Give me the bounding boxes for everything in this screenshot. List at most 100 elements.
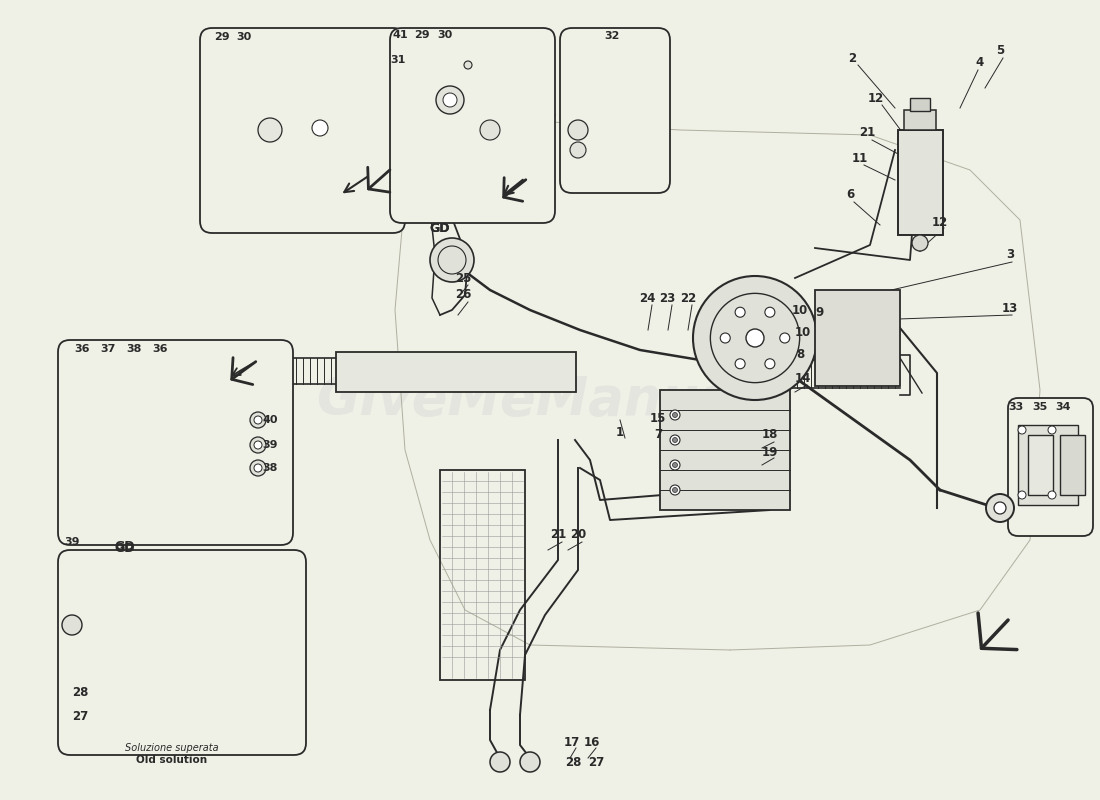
FancyBboxPatch shape [200, 28, 405, 233]
Text: 26: 26 [454, 289, 471, 302]
Circle shape [994, 502, 1006, 514]
Text: 41: 41 [393, 30, 408, 40]
Bar [904, 110, 936, 130]
Text: 40: 40 [262, 415, 277, 425]
Text: 27: 27 [72, 710, 88, 722]
Circle shape [735, 358, 745, 369]
FancyBboxPatch shape [560, 28, 670, 193]
Text: 7: 7 [653, 429, 662, 442]
Text: 25: 25 [454, 271, 471, 285]
Circle shape [670, 485, 680, 495]
Circle shape [1018, 426, 1026, 434]
Text: 17: 17 [564, 735, 580, 749]
Text: 31: 31 [390, 55, 406, 65]
Text: 14: 14 [795, 371, 811, 385]
Text: 10: 10 [795, 326, 811, 339]
Circle shape [480, 120, 501, 140]
Bar [440, 470, 525, 680]
Text: 16: 16 [584, 735, 601, 749]
Text: 20: 20 [570, 529, 586, 542]
Circle shape [693, 276, 817, 400]
Circle shape [780, 333, 790, 343]
Circle shape [986, 494, 1014, 522]
Text: Soluzione superata: Soluzione superata [125, 743, 219, 753]
Text: 2: 2 [848, 51, 856, 65]
Circle shape [912, 235, 928, 251]
Circle shape [250, 412, 266, 428]
Circle shape [254, 416, 262, 424]
Circle shape [490, 752, 510, 772]
Text: 11: 11 [851, 151, 868, 165]
Text: 32: 32 [604, 31, 619, 41]
Circle shape [258, 118, 282, 142]
Text: 38: 38 [126, 344, 142, 354]
Text: 36: 36 [75, 344, 90, 354]
Text: Old solution: Old solution [136, 755, 208, 765]
Circle shape [670, 435, 680, 445]
Text: 21: 21 [859, 126, 876, 138]
Text: 28: 28 [564, 755, 581, 769]
Text: 35: 35 [1033, 402, 1047, 412]
Bar [910, 98, 930, 111]
Circle shape [520, 752, 540, 772]
Text: 1: 1 [616, 426, 624, 438]
Text: 10: 10 [792, 303, 808, 317]
Text: 29: 29 [415, 30, 430, 40]
FancyBboxPatch shape [58, 340, 293, 545]
Text: 23: 23 [659, 291, 675, 305]
Bar [898, 130, 943, 235]
Circle shape [672, 462, 678, 467]
Circle shape [1048, 491, 1056, 499]
Circle shape [443, 93, 456, 107]
Circle shape [430, 238, 474, 282]
Circle shape [62, 615, 82, 635]
Circle shape [735, 307, 745, 318]
Bar [660, 390, 790, 510]
Circle shape [464, 61, 472, 69]
Bar [1018, 425, 1078, 505]
Circle shape [250, 460, 266, 476]
Text: 24: 24 [639, 291, 656, 305]
Text: 15: 15 [650, 411, 667, 425]
Text: 4: 4 [976, 55, 984, 69]
Circle shape [720, 333, 730, 343]
Text: 18: 18 [762, 429, 778, 442]
Text: 6: 6 [846, 189, 854, 202]
Circle shape [764, 307, 774, 318]
FancyBboxPatch shape [390, 28, 556, 223]
Circle shape [254, 464, 262, 472]
Text: 37: 37 [100, 344, 116, 354]
Text: GD: GD [114, 542, 135, 554]
FancyBboxPatch shape [58, 550, 306, 755]
Text: 12: 12 [868, 91, 884, 105]
Circle shape [250, 437, 266, 453]
Circle shape [672, 487, 678, 493]
Text: 39: 39 [64, 537, 79, 547]
Bar [336, 352, 576, 392]
Text: 21: 21 [550, 529, 566, 542]
Circle shape [570, 142, 586, 158]
Text: 22: 22 [680, 291, 696, 305]
Text: 28: 28 [72, 686, 88, 699]
Text: 38: 38 [262, 463, 277, 473]
Text: 3: 3 [1005, 249, 1014, 262]
Circle shape [312, 120, 328, 136]
Text: GD: GD [430, 222, 450, 234]
Text: GD: GD [430, 222, 450, 234]
Text: GiveMeManuals: GiveMeManuals [316, 374, 784, 426]
Bar [1028, 435, 1053, 495]
Circle shape [672, 438, 678, 442]
Bar [1060, 435, 1085, 495]
Circle shape [1048, 426, 1056, 434]
Circle shape [568, 120, 588, 140]
Text: 33: 33 [1009, 402, 1024, 412]
Text: 30: 30 [438, 30, 452, 40]
Text: GD: GD [114, 541, 135, 554]
Circle shape [764, 358, 774, 369]
Text: 8: 8 [796, 349, 804, 362]
Bar [815, 290, 900, 386]
Circle shape [670, 410, 680, 420]
Circle shape [672, 413, 678, 418]
Text: 39: 39 [262, 440, 277, 450]
Circle shape [670, 460, 680, 470]
